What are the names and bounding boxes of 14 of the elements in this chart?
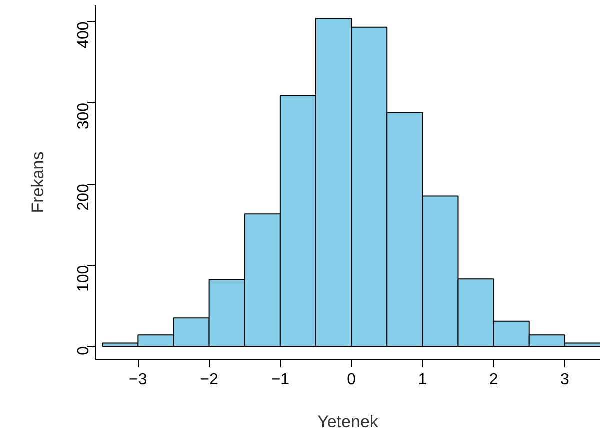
- x-axis-title: Yetenek: [318, 412, 379, 432]
- y-axis-title: Frekans: [28, 152, 48, 214]
- y-tick-label: 200: [76, 184, 92, 211]
- x-tick-label: 2: [489, 372, 498, 388]
- y-tick-label: 100: [76, 265, 92, 292]
- y-tick-label: 400: [76, 22, 92, 48]
- x-tick-label: 0: [347, 372, 356, 388]
- y-tick-label: 300: [76, 102, 92, 130]
- x-tick-label: 3: [560, 372, 570, 388]
- x-tick-label: −1: [271, 372, 290, 388]
- x-tick-label: −3: [129, 372, 148, 388]
- x-tick-label: −2: [200, 372, 219, 388]
- y-tick-label: 0: [76, 346, 92, 356]
- x-tick-label: 1: [418, 372, 428, 388]
